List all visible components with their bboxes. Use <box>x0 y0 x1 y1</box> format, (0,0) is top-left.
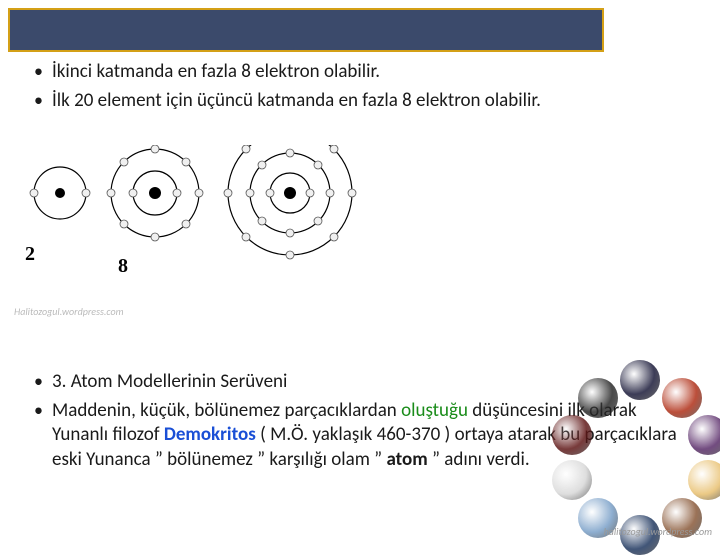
collage-thumb <box>578 378 618 418</box>
electron-shell-diagram: 2 8 Halitozogul.wordpress.com <box>10 145 390 325</box>
collage-thumb <box>552 460 592 500</box>
top-bullets: İkinci katmanda en fazla 8 elektron olab… <box>30 60 690 117</box>
collage-thumb <box>552 415 592 455</box>
diagram-watermark: Halitozogul.wordpress.com <box>14 305 124 318</box>
collage-thumb <box>620 360 660 400</box>
footer-watermark: halitozogul.wordpress.com <box>604 525 712 538</box>
shell-count-label: 2 <box>25 243 35 266</box>
collage-thumb <box>688 460 720 500</box>
bullet-item: İlk 20 element için üçüncü katmanda en f… <box>30 89 690 114</box>
ring-collage <box>540 360 720 550</box>
shell-svg <box>10 145 390 295</box>
bullet-item: İkinci katmanda en fazla 8 elektron olab… <box>30 60 690 85</box>
shell-count-label: 8 <box>118 255 128 278</box>
collage-thumb <box>662 378 702 418</box>
collage-thumb <box>688 415 720 455</box>
header-bar <box>8 8 604 52</box>
